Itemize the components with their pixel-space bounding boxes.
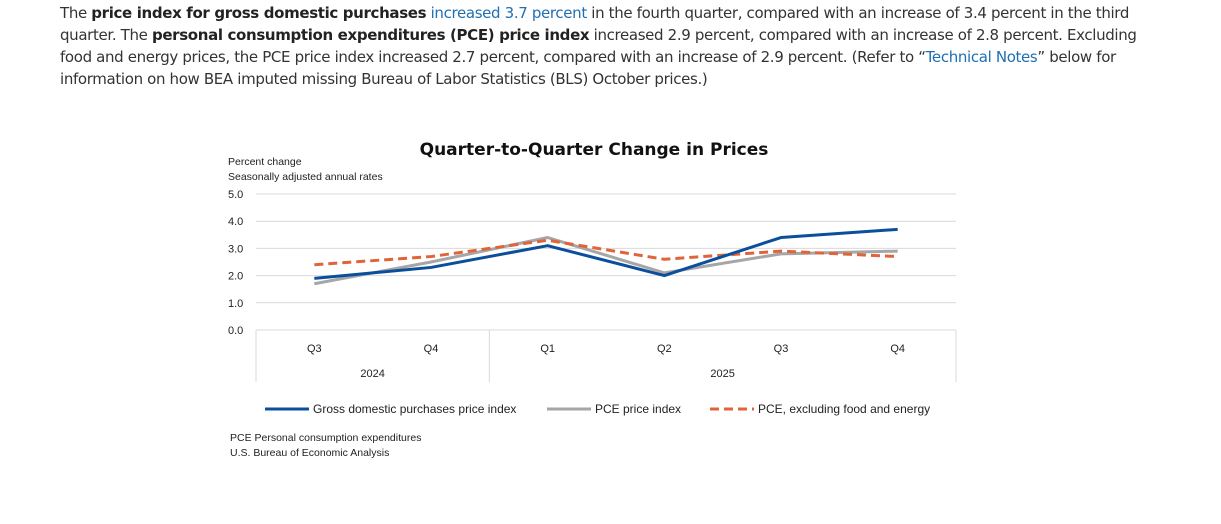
x-tick-label: Q1: [540, 343, 555, 355]
y-tick-label: 2.0: [228, 271, 243, 283]
summary-paragraph: The price index for gross domestic purch…: [60, 2, 1170, 90]
legend-label: PCE, excluding food and energy: [758, 402, 930, 416]
y-axis-sublabel: Seasonally adjusted annual rates: [228, 171, 383, 183]
x-tick-label: Q3: [774, 343, 789, 355]
x-tick-label: Q4: [890, 343, 905, 355]
y-tick-label: 4.0: [228, 216, 243, 228]
series-line-gdp: [314, 227, 898, 280]
x-tick-label: Q3: [307, 343, 322, 355]
x-tick-label: Q2: [657, 343, 672, 355]
note-source: U.S. Bureau of Economic Analysis: [230, 447, 389, 459]
technical-notes-link[interactable]: Technical Notes: [925, 48, 1038, 66]
text: ” below for information on how BEA imput…: [60, 48, 1116, 88]
year-group-label: 2024: [360, 368, 384, 380]
text: in the fourth quarter, compared with an …: [60, 4, 1130, 44]
chart-title: Quarter-to-Quarter Change in Prices: [420, 140, 769, 160]
x-tick-label: Q4: [424, 343, 439, 355]
bold-term-gross-domestic-purchases: price index for gross domestic purchases: [91, 4, 427, 22]
y-axis-label: Percent change: [228, 156, 302, 168]
legend-label: Gross domestic purchases price index: [313, 402, 516, 416]
legend-label: PCE price index: [595, 402, 681, 416]
increased-3-7-percent-link[interactable]: increased 3.7 percent: [430, 4, 588, 22]
y-tick-label: 0.0: [228, 325, 243, 337]
year-group-label: 2025: [710, 368, 734, 380]
text: increased 2.9 percent, compared with an …: [60, 26, 1137, 66]
y-tick-label: 5.0: [228, 189, 243, 201]
series-line-pce: [314, 236, 898, 286]
y-tick-label: 3.0: [228, 243, 243, 255]
y-tick-label: 1.0: [228, 298, 243, 310]
text: The: [60, 4, 92, 22]
bold-term-pce-price-index: personal consumption expenditures (PCE) …: [151, 26, 590, 44]
note-pce-definition: PCE Personal consumption expenditures: [230, 432, 421, 444]
